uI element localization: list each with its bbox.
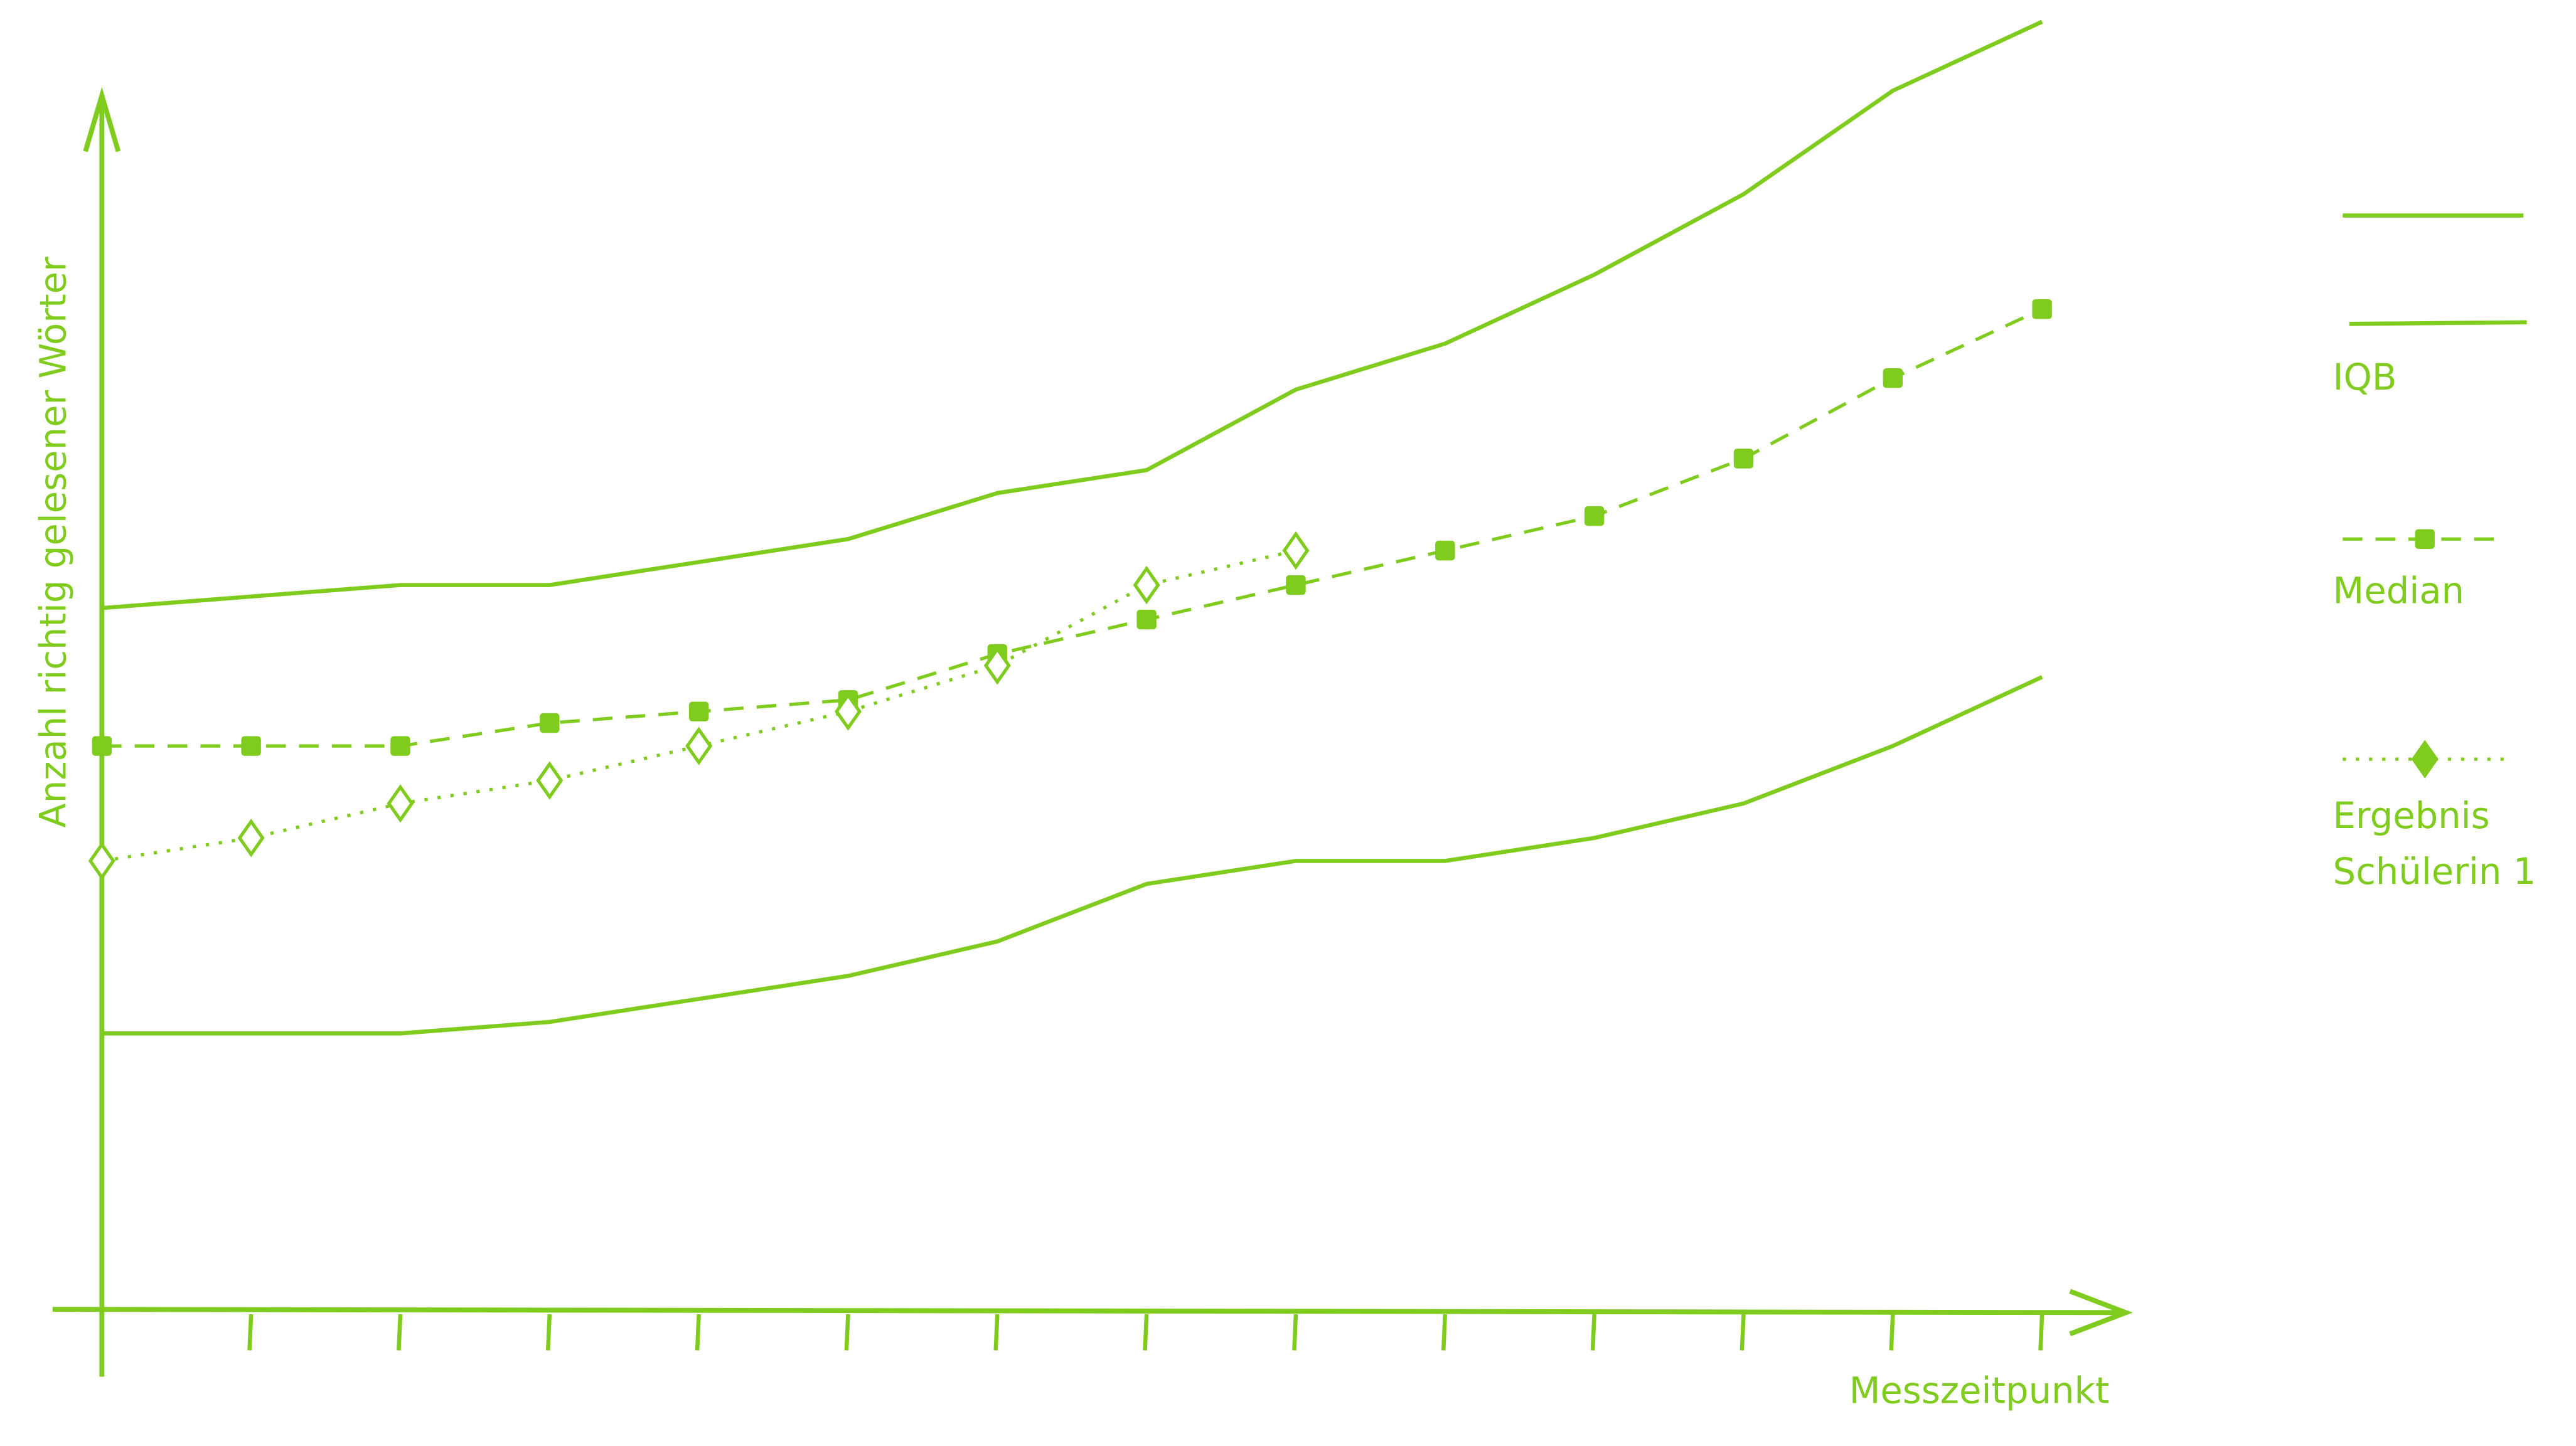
y-axis-arrow <box>83 87 121 152</box>
x-tick <box>2038 1314 2044 1351</box>
student-marker <box>88 841 115 881</box>
y-axis-label: Anzahl richtig gelesener Wörter <box>33 257 75 828</box>
median-marker <box>1136 609 1157 630</box>
median-marker <box>688 701 709 721</box>
x-tick <box>993 1314 1000 1351</box>
median-marker <box>1584 506 1605 526</box>
legend-label-box: IQB <box>2333 358 2397 400</box>
student-marker <box>237 819 265 858</box>
median-marker <box>241 736 261 756</box>
median-marker <box>1883 368 1903 388</box>
median-marker <box>1435 540 1455 561</box>
median-marker <box>390 736 410 756</box>
legend-line <box>2349 320 2527 326</box>
median-marker <box>1733 449 1754 469</box>
median-marker <box>92 736 112 756</box>
median-marker <box>540 713 560 733</box>
series-line <box>102 307 2043 748</box>
student-marker <box>685 726 713 765</box>
x-tick <box>1889 1314 1895 1351</box>
legend-label-box: Ergebnis Schülerin 1 <box>2333 797 2536 894</box>
x-tick <box>1590 1314 1596 1351</box>
x-tick <box>247 1314 254 1351</box>
student-marker <box>387 784 414 823</box>
student-marker <box>1282 531 1310 570</box>
x-tick <box>397 1314 403 1351</box>
x-tick <box>695 1314 701 1351</box>
median-marker <box>2032 299 2052 319</box>
student-marker <box>983 646 1011 685</box>
series-line <box>102 19 2043 610</box>
x-tick <box>1143 1314 1149 1351</box>
student-marker <box>1133 565 1160 605</box>
student-marker <box>536 761 564 800</box>
series-line <box>102 675 2043 1036</box>
legend-label: Median <box>2333 571 2465 614</box>
x-axis <box>52 1307 2123 1316</box>
median-marker <box>1286 575 1306 595</box>
student-marker <box>834 692 862 731</box>
legend-label-box: Median <box>2333 571 2465 614</box>
x-axis-label: Messzeitpunkt <box>1849 1369 2110 1411</box>
x-tick <box>1740 1314 1746 1351</box>
legend-label: IQB <box>2333 358 2397 400</box>
x-tick <box>844 1314 850 1351</box>
x-tick <box>545 1314 552 1351</box>
x-tick <box>1441 1314 1448 1351</box>
legend-marker <box>2411 740 2439 779</box>
x-axis-arrow <box>2069 1289 2133 1337</box>
legend-label: Ergebnis Schülerin 1 <box>2333 797 2536 894</box>
legend-marker <box>2415 529 2435 549</box>
x-tick <box>1292 1314 1298 1351</box>
